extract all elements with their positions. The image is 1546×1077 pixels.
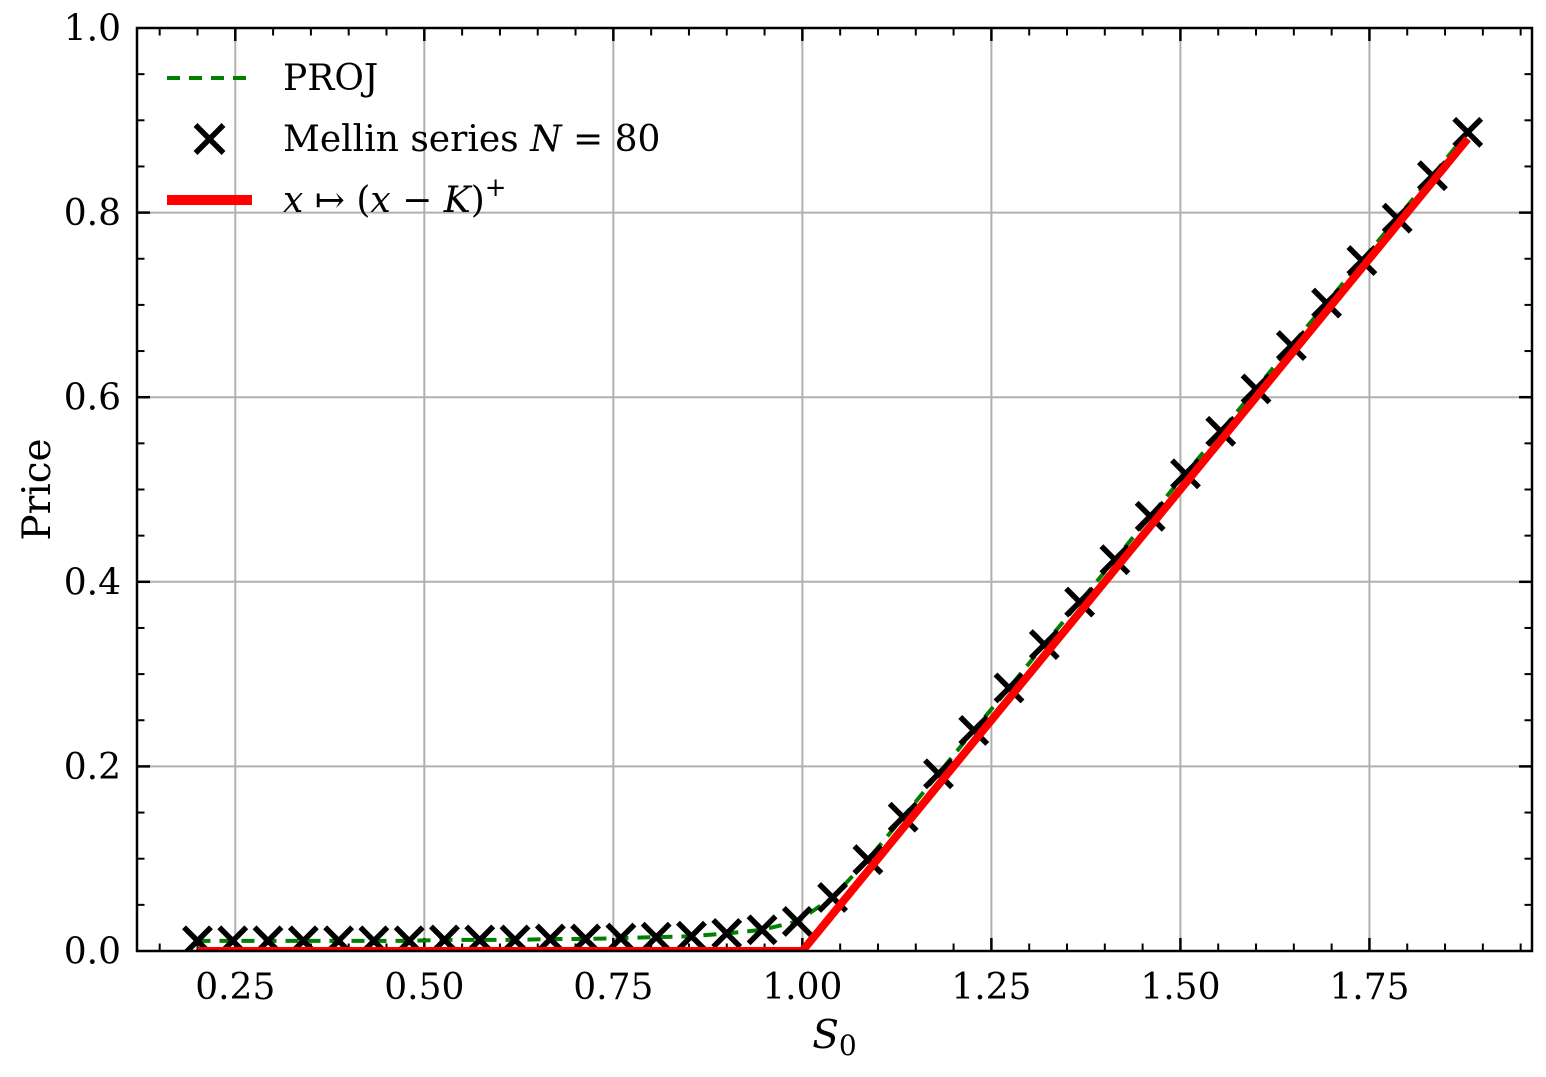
y-tick-label: 0.4	[64, 562, 121, 603]
axis-ticks	[137, 28, 1532, 951]
y-tick-label: 0.6	[64, 378, 121, 419]
gridlines	[137, 28, 1532, 951]
axis-labels: S0 Price	[15, 438, 857, 1062]
x-axis-label: S0	[812, 1013, 857, 1062]
x-tick-label: 0.50	[384, 967, 464, 1008]
series-payoff-line	[197, 136, 1471, 951]
y-tick-label: 0.2	[64, 747, 121, 788]
legend-label-proj: PROJ	[283, 58, 378, 99]
legend-label-mellin: Mellin series N = 80	[283, 119, 660, 160]
y-tick-label: 0.0	[64, 932, 121, 973]
legend-label-payoff: x ↦ (x − K)+	[283, 173, 506, 221]
legend-item-mellin: Mellin series N = 80	[193, 119, 660, 160]
series-proj-line	[197, 131, 1470, 943]
legend-item-payoff: x ↦ (x − K)+	[167, 173, 506, 221]
legend: PROJ Mellin series N = 80 x ↦ (x − K)+	[167, 58, 660, 221]
y-tick-label: 0.8	[64, 193, 121, 234]
plot-area	[182, 116, 1484, 951]
plot-border	[135, 26, 1534, 953]
x-tick-label: 1.00	[762, 967, 842, 1008]
y-axis-label: Price	[15, 438, 60, 540]
x-tick-label: 1.50	[1140, 967, 1220, 1008]
legend-item-proj: PROJ	[167, 58, 378, 99]
x-tick-label: 1.25	[951, 967, 1031, 1008]
x-tick-label: 0.25	[195, 967, 275, 1008]
tick-labels: 0.25 0.50 0.75 1.00 1.25 1.50 1.75 0.0 0.2 0.4 0.6…	[64, 9, 1410, 1009]
legend-handle-x-marker	[193, 123, 226, 155]
x-tick-label: 0.75	[573, 967, 653, 1008]
x-tick-label: 1.75	[1329, 967, 1409, 1008]
y-tick-label: 1.0	[64, 9, 121, 50]
series-mellin-markers	[182, 116, 1484, 951]
